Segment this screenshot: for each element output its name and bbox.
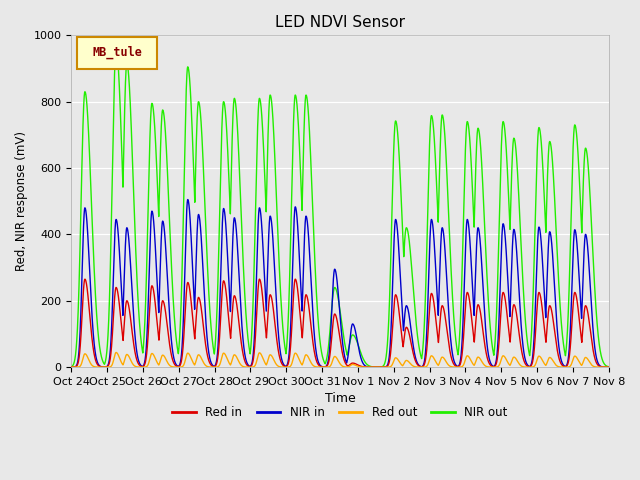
X-axis label: Time: Time: [324, 392, 355, 405]
Title: LED NDVI Sensor: LED NDVI Sensor: [275, 15, 405, 30]
Legend: Red in, NIR in, Red out, NIR out: Red in, NIR in, Red out, NIR out: [168, 402, 513, 424]
FancyBboxPatch shape: [77, 37, 157, 69]
Y-axis label: Red, NIR response (mV): Red, NIR response (mV): [15, 131, 28, 271]
Text: MB_tule: MB_tule: [92, 46, 142, 59]
